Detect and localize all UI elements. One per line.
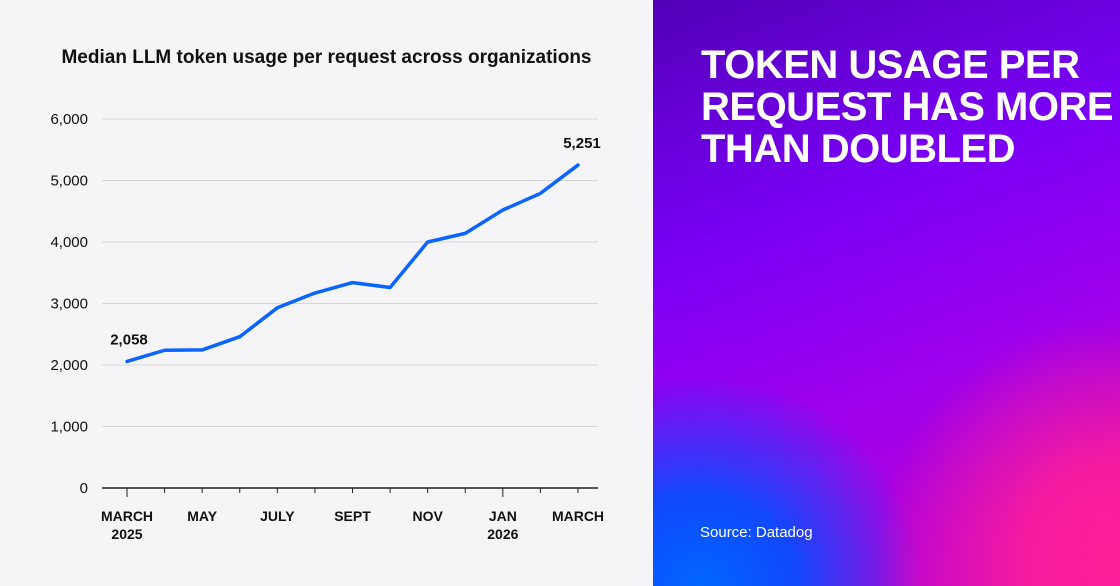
x-tick-label: MAY (187, 508, 217, 524)
data-line (125, 163, 580, 364)
y-tick-label: 2,000 (50, 357, 88, 374)
data-label: 2,058 (110, 331, 148, 348)
headline-panel: TOKEN USAGE PER REQUEST HAS MORE THAN DO… (653, 0, 1120, 586)
x-tick-label-year: 2026 (487, 526, 518, 542)
y-tick-label: 5,000 (50, 173, 88, 190)
x-tick-label: SEPT (334, 508, 371, 524)
y-tick-label: 1,000 (50, 419, 88, 436)
data-label: 5,251 (563, 135, 601, 152)
x-tick-label: MARCH (101, 508, 153, 524)
y-tick-label: 0 (80, 480, 88, 497)
y-tick-label: 6,000 (50, 111, 88, 128)
y-tick-label: 3,000 (50, 296, 88, 313)
x-tick-label: JULY (260, 508, 295, 524)
headline: TOKEN USAGE PER REQUEST HAS MORE THAN DO… (701, 43, 1114, 171)
chart-panel: Median LLM token usage per request acros… (50, 47, 605, 542)
line-chart: 0 1,000 2,000 3,000 4,000 5,000 6,000 MARCH 2025… (50, 111, 604, 542)
x-tick-label: JAN (489, 508, 517, 524)
x-tick-label-year: 2025 (111, 526, 142, 542)
y-tick-label: 4,000 (50, 234, 88, 251)
x-tick-label: MARCH (552, 508, 604, 524)
source-note: Source: Datadog (700, 524, 813, 541)
chart-title: Median LLM token usage per request acros… (61, 47, 592, 68)
x-tick-label: NOV (412, 508, 443, 524)
